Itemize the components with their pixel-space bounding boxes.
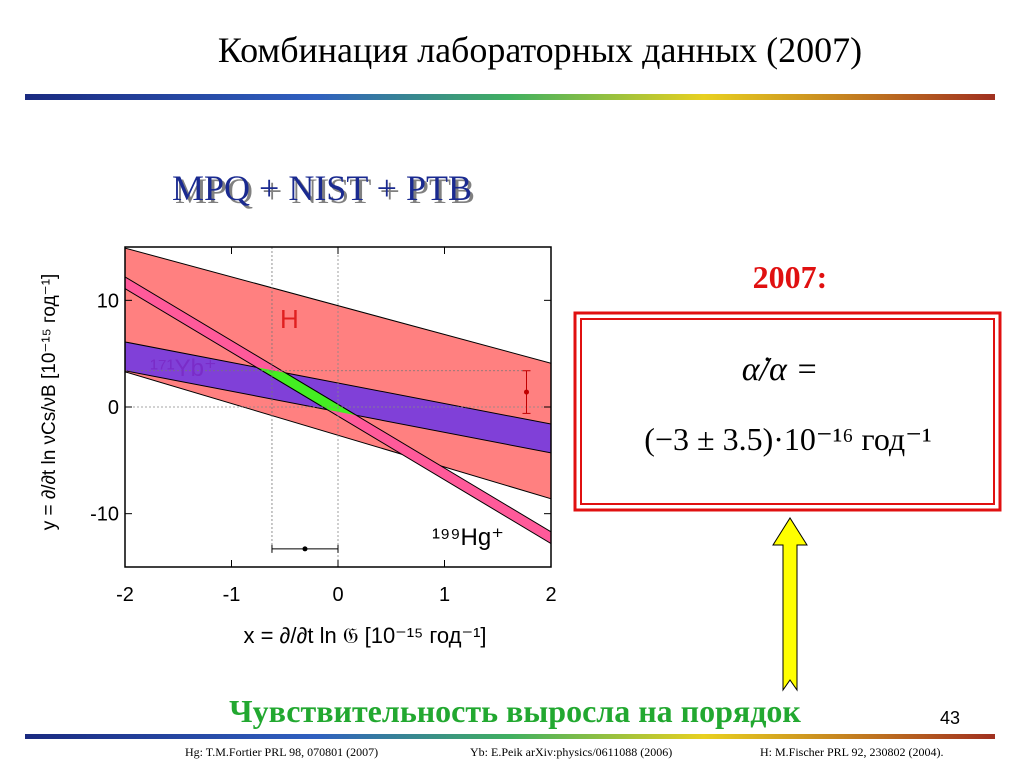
x-axis-label: x = ∂/∂t ln 𝔊 [10⁻¹⁵ год⁻¹] xyxy=(243,623,486,648)
subtitle: MPQ + NIST + PTB xyxy=(172,168,472,208)
x-tick-label: 2 xyxy=(545,584,556,606)
plot xyxy=(125,247,551,567)
x-tick-label: -2 xyxy=(116,584,134,606)
x-tick-label: -1 xyxy=(223,584,241,606)
slide-title: Комбинация лабораторных данных (2007) xyxy=(218,30,862,70)
reference: Hg: T.M.Fortier PRL 98, 070801 (2007) xyxy=(185,745,378,759)
y-tick-label: 0 xyxy=(108,397,119,419)
band xyxy=(125,341,551,454)
y-axis-label: y = ∂/∂t ln νCs/νB [10⁻¹⁵ год⁻¹] xyxy=(39,274,60,531)
band xyxy=(125,247,551,500)
band-label: ¹⁹⁹Hg⁺ xyxy=(432,524,504,551)
y-tick-label: 10 xyxy=(97,290,119,312)
formula: α̇/α = xyxy=(742,351,819,388)
y-tick-label: -10 xyxy=(90,504,119,526)
reference: H: M.Fischer PRL 92, 230802 (2004). xyxy=(760,745,944,759)
point xyxy=(302,546,308,552)
year-label: 2007: xyxy=(753,259,828,295)
arrow xyxy=(772,517,808,692)
x-tick-label: 0 xyxy=(332,584,343,606)
result-box xyxy=(573,311,1002,512)
reference: Yb: E.Peik arXiv:physics/0611088 (2006) xyxy=(470,745,672,759)
x-tick-label: 1 xyxy=(439,584,450,606)
band-label: ¹⁷¹Yb⁺ xyxy=(150,355,217,382)
formula: (−3 ± 3.5)·10⁻¹⁶ год⁻¹ xyxy=(644,421,931,457)
rule xyxy=(25,94,995,100)
page-number: 43 xyxy=(940,708,960,728)
result-box-inner xyxy=(580,318,995,505)
conclusion: Чувствительность выросла на порядок xyxy=(229,693,801,729)
rule xyxy=(25,734,995,739)
subtitle-shadow: MPQ + NIST + PTB xyxy=(175,171,475,211)
point xyxy=(524,389,530,395)
band-label: H xyxy=(280,304,299,334)
